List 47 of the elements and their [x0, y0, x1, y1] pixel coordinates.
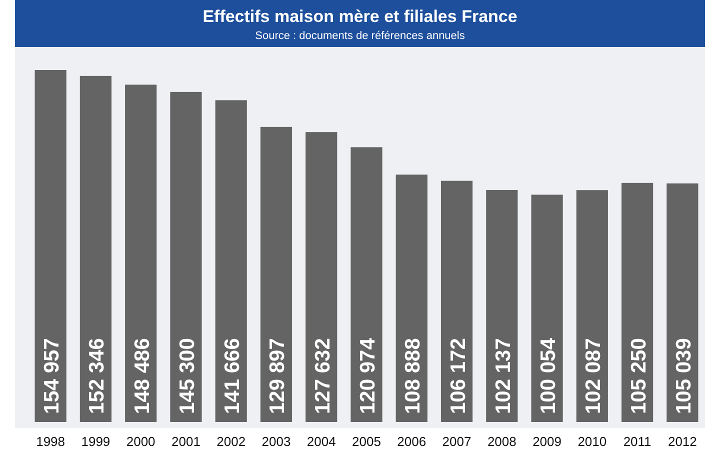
x-tick-label: 2008 [487, 434, 516, 449]
x-tick-label: 1998 [36, 434, 66, 449]
x-tick-label: 2009 [532, 434, 562, 449]
x-tick-label: 2006 [397, 434, 426, 449]
bar [576, 190, 608, 422]
bar [170, 92, 202, 422]
data-label: 145 300 [176, 338, 199, 414]
data-label: 120 974 [356, 338, 380, 414]
bar [80, 76, 112, 422]
x-tick-label: 2000 [126, 434, 156, 449]
data-label: 102 087 [582, 338, 606, 414]
data-label: 148 486 [130, 338, 154, 414]
data-label: 152 346 [86, 338, 109, 414]
data-label: 105 039 [672, 338, 696, 414]
x-tick-label: 2012 [668, 434, 697, 449]
bar [260, 126, 292, 422]
data-label: 102 137 [492, 338, 515, 414]
x-tick-label: 2007 [442, 434, 472, 449]
x-tick-label: 2010 [578, 434, 607, 449]
x-tick-label: 1999 [81, 434, 110, 449]
bar [215, 100, 247, 422]
bar [125, 84, 157, 422]
bar [306, 132, 338, 422]
data-label: 105 250 [627, 338, 650, 414]
x-tick-label: 2003 [262, 434, 291, 449]
x-tick-label: 2001 [172, 434, 200, 449]
x-tick-label: 2002 [216, 434, 246, 449]
bar [666, 183, 698, 422]
bar [531, 194, 563, 422]
chart-subtitle: Source : documents de références annuels [255, 30, 466, 42]
bar [396, 174, 428, 422]
bar [350, 147, 382, 422]
bar [34, 70, 66, 422]
bar [440, 180, 473, 422]
data-label: 108 888 [402, 338, 425, 414]
data-label: 154 957 [40, 338, 64, 414]
x-tick-label: 2004 [306, 434, 336, 449]
bar [486, 190, 518, 422]
data-label: 106 172 [446, 338, 470, 414]
x-tick-label: 2005 [352, 434, 381, 449]
x-tick-label: 2011 [623, 434, 652, 449]
chart-title: Effectifs maison mère et filiales France [202, 7, 518, 26]
data-label: 127 632 [311, 338, 334, 414]
data-label: 141 666 [221, 338, 244, 414]
data-label: 100 054 [537, 338, 560, 414]
bar [622, 182, 654, 422]
data-label: 129 897 [266, 338, 290, 414]
